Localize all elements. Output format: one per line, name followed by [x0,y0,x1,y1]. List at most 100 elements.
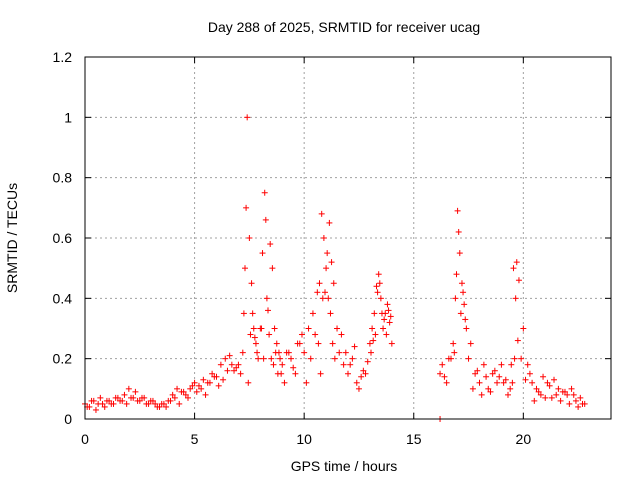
data-point [206,379,213,386]
data-point [121,391,128,398]
data-point [152,400,159,407]
x-tick-label: 10 [296,431,312,447]
data-point [182,391,189,398]
data-point [529,379,536,386]
data-point [114,394,121,401]
data-point [577,394,584,401]
data-point [485,385,492,392]
data-point [125,385,132,392]
plot-frame [84,56,612,420]
data-point [533,385,540,392]
data-point [324,250,331,257]
data-point [320,235,327,241]
data-point [309,310,316,317]
data-point [489,370,496,377]
data-point [437,370,444,377]
data-point [451,349,458,356]
data-point [145,400,152,407]
axis-ticks: 0 0.2 0.4 0.6 0.8 1 1.2 0 5 10 15 20 [53,49,611,447]
data-point [200,376,207,383]
data-point [250,325,257,332]
data-point [267,241,274,248]
data-point [568,385,575,392]
data-point [555,385,562,392]
data-point [388,340,395,347]
data-point [461,301,468,308]
data-point [483,373,490,380]
data-point [546,382,553,389]
data-point [557,397,564,404]
data-point [319,295,326,302]
data-point [378,310,385,317]
data-point [185,394,192,401]
data-point [507,385,514,392]
data-point [226,352,233,359]
data-point [329,340,336,347]
data-point [342,349,349,356]
data-point [564,391,571,398]
data-point [215,382,222,389]
data-point [372,331,379,338]
data-point [376,280,383,287]
data-point [132,388,139,395]
data-point [366,340,373,347]
data-point [474,367,481,374]
x-tick-label: 15 [406,431,422,447]
data-point [258,325,265,332]
data-point [443,379,450,386]
data-point [345,370,351,377]
data-point [504,391,511,398]
data-point [246,235,253,241]
data-point [472,370,479,377]
data-point [318,210,325,217]
data-point [265,307,272,314]
data-point [231,367,238,374]
data-point [561,388,568,395]
data-point [362,370,369,377]
data-point [292,370,299,377]
data-point [327,310,334,317]
data-point [101,403,108,410]
data-point [317,370,324,377]
data-point [222,355,229,362]
chart-title: Day 288 of 2025, SRMTID for receiver uca… [208,19,480,35]
data-point [285,349,292,356]
data-point [233,364,240,371]
data-point [513,259,520,266]
data-point [522,376,529,383]
data-point [496,373,503,380]
data-point [452,295,459,302]
data-point [189,382,196,389]
data-point [448,355,455,362]
data-point [462,316,469,323]
data-point [494,379,501,386]
data-point [252,340,259,347]
data-point [508,361,515,368]
data-point [524,361,531,368]
data-point [260,355,267,362]
data-point [294,340,301,347]
data-point [349,355,356,362]
data-point [463,325,470,332]
data-point [537,391,544,398]
data-point [158,400,165,407]
data-point [119,397,126,404]
data-point [369,325,376,332]
data-point [498,361,505,368]
data-point [277,355,284,362]
data-point [259,250,266,257]
data-point [520,325,527,332]
data-point [570,391,577,398]
data-point [307,355,314,362]
data-point [355,385,362,392]
data-point [328,259,335,266]
data-point [381,316,388,323]
data-point [97,394,104,401]
data-point [169,391,176,398]
data-point [454,207,461,214]
data-point [301,349,308,356]
data-point [270,361,277,368]
data-point [110,400,117,407]
data-point [217,361,224,368]
